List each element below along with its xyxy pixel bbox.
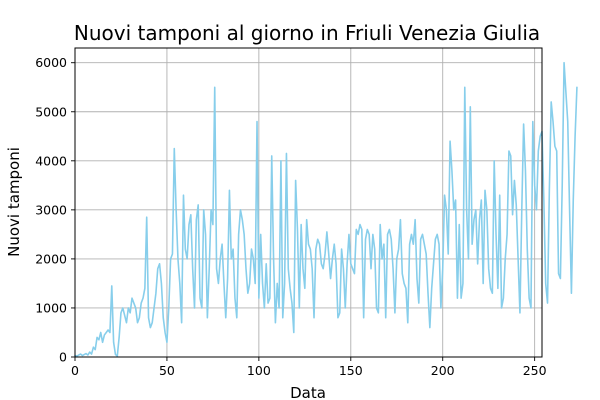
- x-tick-label: 50: [159, 363, 175, 378]
- x-tick-label: 250: [523, 363, 547, 378]
- tick-layer: 0 50 100 150 200 250 0 1000 2000 3000 4000 5000 6000: [35, 55, 546, 378]
- y-tick-label: 1000: [35, 300, 67, 315]
- x-axis-label: Data: [290, 384, 326, 400]
- y-tick-label: 6000: [35, 55, 67, 70]
- y-tick-label: 2000: [35, 251, 67, 266]
- y-axis-label: Nuovi tamponi: [5, 147, 23, 257]
- series-line: [74, 61, 578, 357]
- y-tick-label: 4000: [35, 153, 67, 168]
- x-tick-label: 0: [71, 363, 79, 378]
- plot-frame: [74, 47, 543, 358]
- x-tick-label: 100: [247, 363, 271, 378]
- series-layer: [74, 61, 578, 357]
- y-tick-label: 5000: [35, 104, 67, 119]
- y-tick-label: 0: [59, 350, 67, 365]
- x-tick-label: 200: [431, 363, 455, 378]
- y-tick-label: 3000: [35, 202, 67, 217]
- x-tick-label: 150: [339, 363, 363, 378]
- chart-title: Nuovi tamponi al giorno in Friuli Venezi…: [74, 21, 540, 45]
